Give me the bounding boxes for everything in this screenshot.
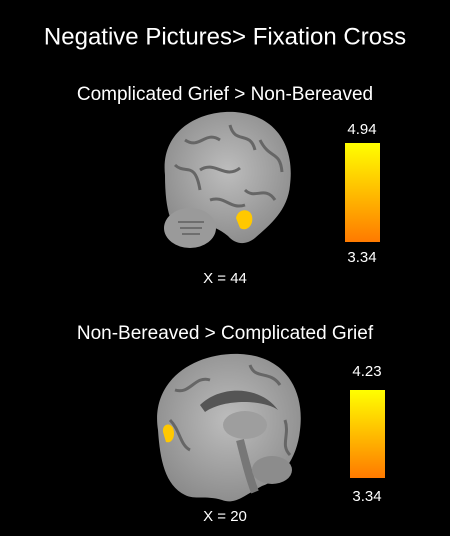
colorbar-min: 3.34 xyxy=(352,488,381,505)
colorbar-max: 4.23 xyxy=(352,363,381,380)
brain-image xyxy=(157,353,301,502)
panel-subtitle: Non-Bereaved > Complicated Grief xyxy=(77,323,374,344)
colorbar xyxy=(345,143,380,242)
coordinate-label: X = 20 xyxy=(203,508,247,525)
panel-subtitle: Complicated Grief > Non-Bereaved xyxy=(77,84,373,105)
colorbar-min: 3.34 xyxy=(347,249,376,266)
brain-image xyxy=(164,111,291,248)
coordinate-label: X = 44 xyxy=(203,270,247,287)
colorbar xyxy=(350,390,385,478)
figure-title: Negative Pictures> Fixation Cross xyxy=(44,23,406,50)
colorbar-max: 4.94 xyxy=(347,121,376,138)
